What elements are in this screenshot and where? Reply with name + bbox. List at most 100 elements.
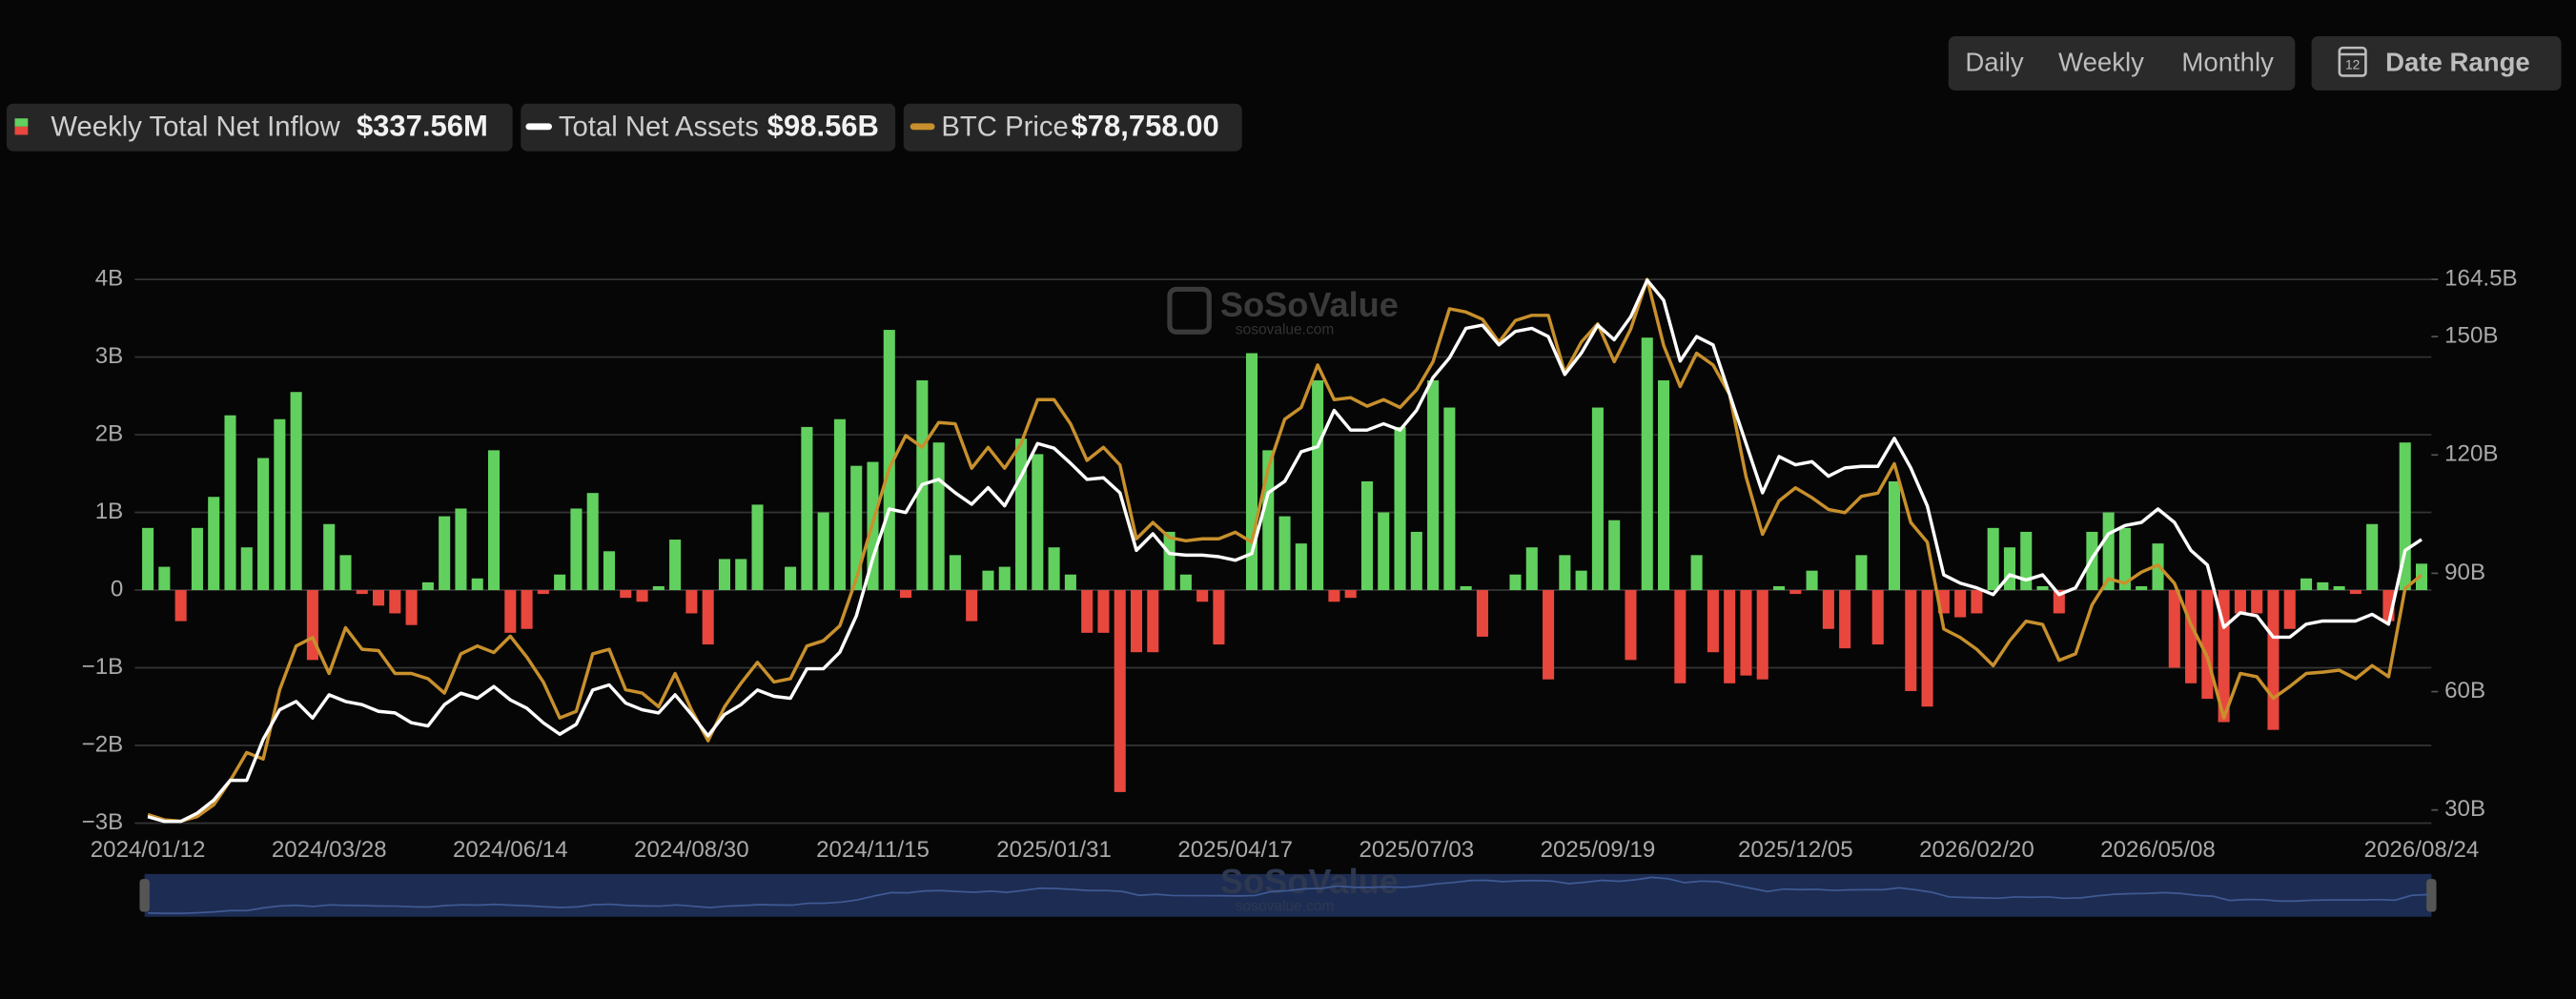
bar	[356, 590, 368, 595]
x-tick-label: 2026/02/20	[1919, 837, 2034, 863]
period-button[interactable]: Monthly	[2181, 48, 2274, 77]
bar	[982, 570, 994, 591]
bar	[1048, 547, 1060, 591]
date-range-button[interactable]	[2311, 36, 2562, 91]
bar	[1839, 590, 1851, 649]
y2-tick-label: 30B	[2444, 796, 2485, 822]
bar	[1410, 531, 1422, 591]
y-tick-label: 2B	[95, 420, 124, 446]
bar	[274, 418, 286, 591]
y2-tick-label: 150B	[2444, 322, 2498, 348]
watermark-site: sosovalue.com	[1236, 322, 1334, 338]
bar	[1855, 555, 1868, 591]
bar	[603, 551, 616, 591]
bar	[1756, 590, 1768, 680]
bar	[1971, 590, 1983, 614]
bar	[883, 330, 895, 591]
bar	[158, 566, 171, 591]
bar	[257, 458, 270, 591]
bar	[685, 590, 698, 614]
bar	[1608, 520, 1621, 591]
calendar-icon	[2338, 46, 2367, 77]
bar	[405, 590, 418, 625]
legend-value: $98.56B	[767, 110, 879, 143]
period-button[interactable]: Daily	[1965, 48, 2023, 77]
bar	[636, 590, 648, 602]
bar	[290, 392, 302, 591]
y-tick-label: 4B	[95, 265, 124, 291]
bar	[1295, 543, 1307, 591]
x-tick-label: 2026/05/08	[2100, 837, 2216, 863]
bar	[2366, 523, 2379, 591]
legend-item[interactable]	[6, 103, 513, 152]
period-button[interactable]: Weekly	[2058, 48, 2144, 77]
bar	[2349, 590, 2361, 595]
bar	[1114, 590, 1126, 792]
bar	[224, 415, 236, 591]
bar	[1378, 512, 1390, 591]
y-tick-label: −3B	[82, 809, 124, 835]
x-tick-label: 2024/11/15	[816, 837, 930, 863]
y-tick-label: 1B	[95, 499, 124, 524]
bar	[2283, 590, 2296, 629]
bar	[1278, 516, 1291, 591]
legend-item[interactable]	[521, 103, 896, 152]
legend-item[interactable]	[903, 103, 1242, 152]
bar	[1081, 590, 1094, 633]
bar	[1905, 590, 1917, 691]
bar	[1015, 438, 1028, 591]
bar	[2020, 531, 2033, 591]
navigator-handle[interactable]	[139, 879, 150, 912]
bar	[2300, 578, 2313, 591]
calendar-day: 12	[2345, 58, 2360, 72]
bar	[1179, 574, 1192, 591]
bar	[1064, 574, 1076, 591]
x-tick-label: 2025/09/19	[1541, 837, 1656, 863]
bar	[174, 590, 187, 622]
bar	[1575, 570, 1587, 591]
bar	[966, 590, 978, 622]
bar	[735, 559, 747, 591]
bar	[421, 581, 434, 591]
bar	[932, 442, 945, 591]
bar	[1772, 585, 1786, 591]
bar	[1147, 590, 1159, 653]
bar	[2201, 590, 2214, 700]
bar	[669, 540, 682, 591]
bar	[850, 465, 863, 591]
bar	[240, 547, 253, 591]
bar	[1213, 590, 1225, 645]
x-tick-label: 2024/03/28	[272, 837, 387, 863]
bar	[389, 590, 401, 614]
navigator-handle[interactable]	[2426, 879, 2437, 912]
bar	[1032, 454, 1044, 591]
bar	[191, 527, 203, 591]
bar	[1674, 590, 1687, 683]
y-tick-label: −1B	[82, 654, 124, 680]
bar	[1740, 590, 1752, 676]
bar	[702, 590, 714, 645]
bar	[785, 566, 797, 591]
bar	[949, 555, 961, 591]
bar	[1707, 590, 1719, 653]
bar	[2267, 590, 2280, 730]
watermark-brand: SoSoValue	[1220, 285, 1399, 324]
bar	[2185, 590, 2198, 683]
bar	[570, 508, 583, 591]
bar	[900, 590, 912, 599]
legend-label: BTC Price	[941, 111, 1068, 142]
bar	[1130, 590, 1143, 653]
bar	[1097, 590, 1110, 633]
bar	[1360, 480, 1373, 591]
bar	[998, 566, 1011, 591]
date-range-label[interactable]: Date Range	[2385, 48, 2530, 77]
y2-tick-label: 120B	[2444, 441, 2498, 467]
bar	[142, 527, 154, 591]
bar	[1822, 590, 1834, 629]
bar	[455, 508, 467, 591]
bar	[1658, 380, 1670, 591]
navigator[interactable]	[144, 873, 2432, 917]
watermark-brand: SoSoValue	[1220, 862, 1399, 901]
navigator-line	[148, 876, 2428, 914]
